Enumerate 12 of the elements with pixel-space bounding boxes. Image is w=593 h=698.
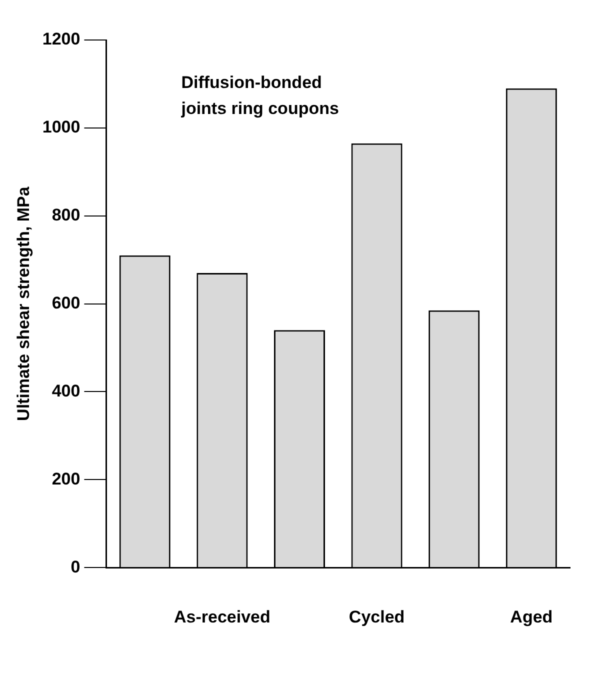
x-tick-label: As-received	[174, 607, 270, 626]
x-tick-label: Aged	[510, 607, 553, 626]
x-tick-label: Cycled	[348, 607, 405, 626]
y-tick-label: 1000	[42, 118, 80, 137]
y-tick-label: 400	[52, 381, 80, 400]
y-tick-label: 800	[52, 206, 80, 225]
y-tick-label: 1200	[42, 30, 80, 49]
y-axis-title: Ultimate shear strength, MPa	[14, 186, 33, 421]
y-tick-label: 0	[70, 557, 80, 576]
y-tick-label: 200	[52, 469, 80, 488]
text: Diffusion-bonded joints ring coupons	[180, 73, 339, 118]
y-tick-label: 600	[52, 293, 80, 312]
